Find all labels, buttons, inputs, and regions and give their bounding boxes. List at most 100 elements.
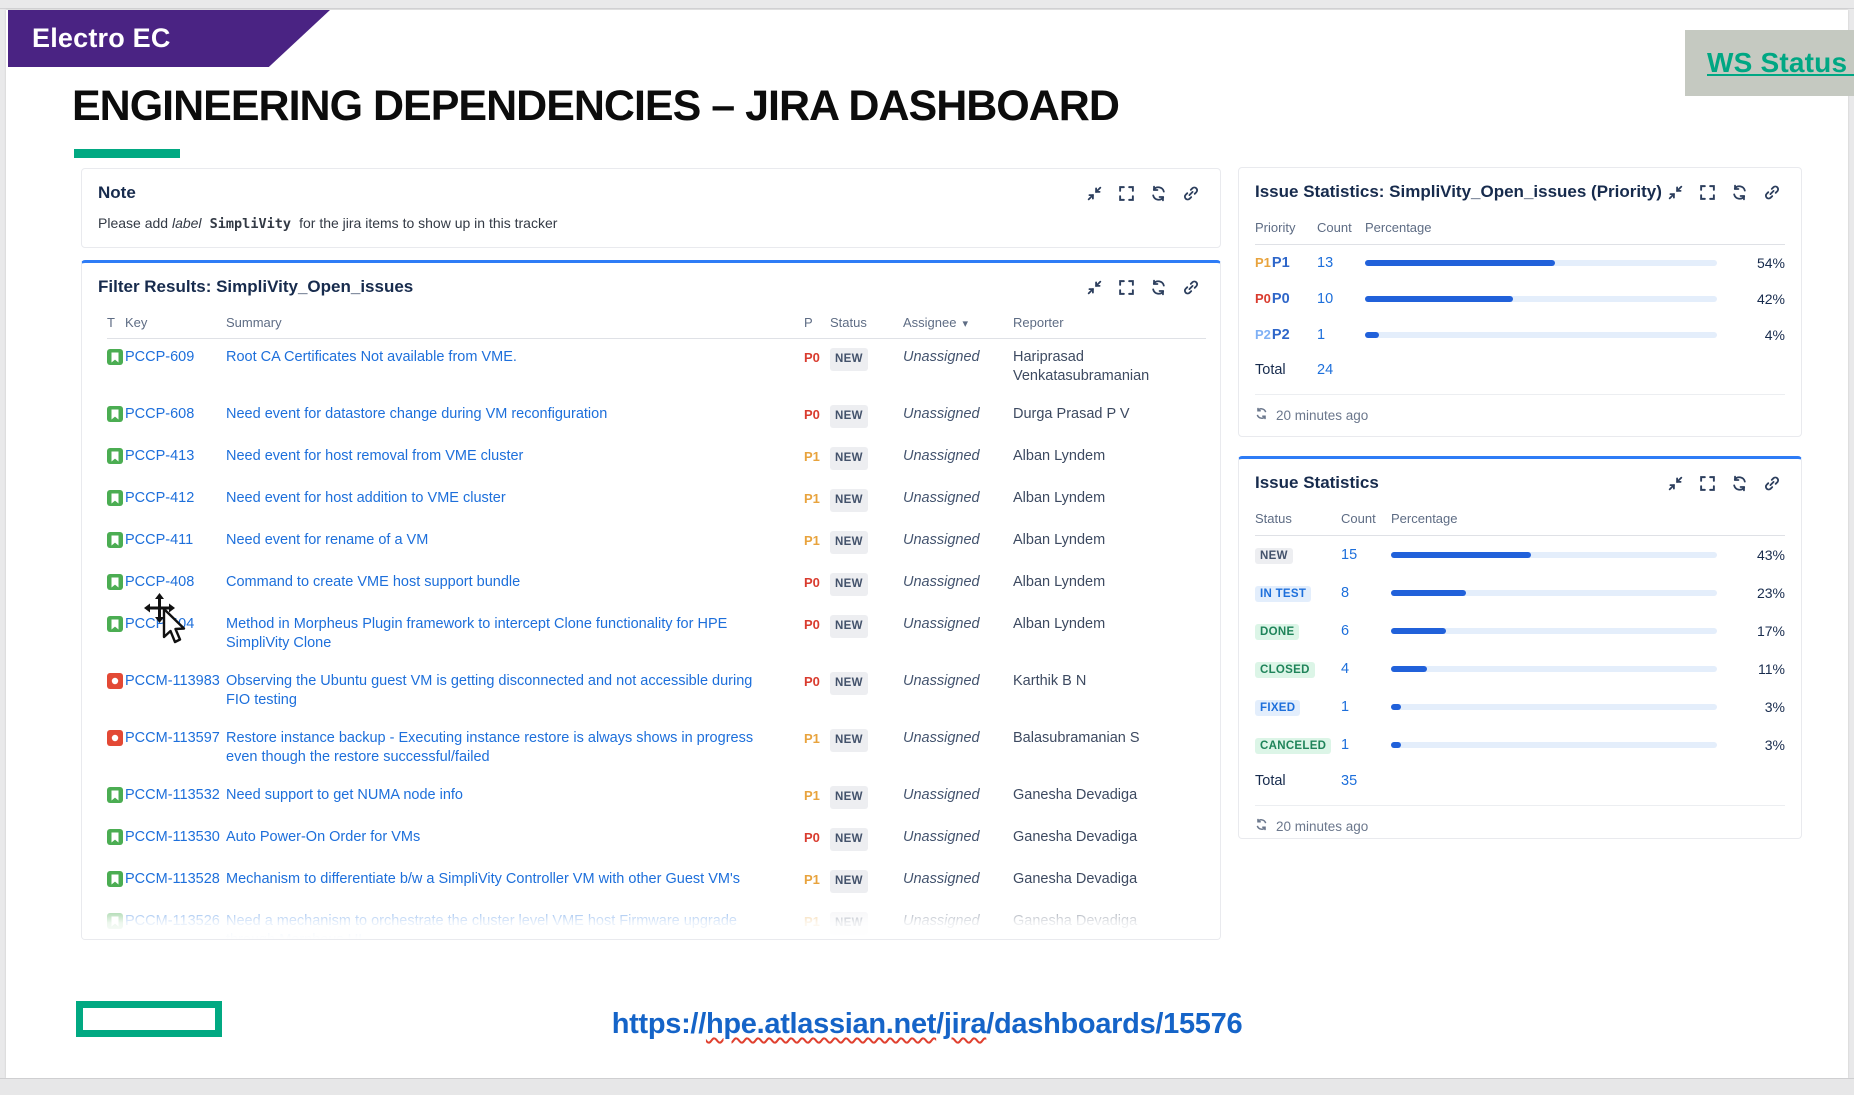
table-row: PCCP-411 Need event for rename of a VM P1 N… [107,522,1206,564]
refresh-icon[interactable] [1731,475,1748,492]
issue-key-link[interactable]: PCCP-609 [125,349,195,365]
issue-key-link[interactable]: PCCP-608 [125,406,195,422]
issue-type-story-icon[interactable] [107,490,123,506]
maximize-icon[interactable] [1118,279,1135,296]
link-icon[interactable] [1763,184,1781,201]
issue-key-link[interactable]: PCCM-113528 [125,871,220,887]
issue-summary-link[interactable]: Restore instance backup - Executing inst… [226,730,754,765]
table-row: PCCP-413 Need event for host removal from… [107,438,1206,480]
priority-name[interactable]: P2 [1271,327,1290,343]
dashboard-url[interactable]: https://hpe.atlassian.net/jira/dashboard… [611,1008,1243,1040]
issue-type-story-icon[interactable] [107,829,123,845]
note-text-prefix: Please add [98,215,172,231]
status-badge: NEW [830,870,868,893]
minimize-icon[interactable] [1086,185,1103,202]
issue-type-bug-icon[interactable] [107,673,123,689]
issue-type-story-icon[interactable] [107,406,123,422]
refresh-icon[interactable] [1150,185,1167,202]
issue-summary-link[interactable]: Mechanism to differentiate b/w a SimpliV… [226,871,740,887]
ws-status-link-box: WS Status P [1685,30,1854,96]
issue-summary-link[interactable]: Command to create VME host support bundl… [226,574,521,590]
status-count[interactable]: 4 [1341,661,1350,677]
maximize-icon[interactable] [1699,475,1716,492]
status-count[interactable]: 8 [1341,585,1350,601]
status-stats-header: Status Count Percentage [1255,503,1785,536]
issue-key-link[interactable]: PCCM-113532 [125,787,220,803]
refresh-icon [1255,407,1268,423]
priority-count[interactable]: 10 [1317,291,1334,307]
priority-name[interactable]: P0 [1271,291,1290,307]
hpe-logo [76,1001,222,1037]
issue-summary-link[interactable]: Need event for host removal from VME clu… [226,448,524,464]
issue-type-story-icon[interactable] [107,913,123,929]
issue-summary-link[interactable]: Root CA Certificates Not available from … [226,349,517,365]
table-row: PCCM-113532 Need support to get NUMA node… [107,777,1206,819]
issue-summary-link[interactable]: Need event for host addition to VME clus… [226,490,506,506]
priority-total-count[interactable]: 24 [1317,362,1334,378]
col-assignee[interactable]: Assignee ▾ [903,315,969,330]
issue-type-story-icon[interactable] [107,532,123,548]
status-total-count[interactable]: 35 [1341,773,1358,789]
status-badge: NEW [830,828,868,851]
assignee-text: Unassigned [903,532,980,548]
maximize-icon[interactable] [1118,185,1135,202]
maximize-icon[interactable] [1699,184,1716,201]
issue-key-link[interactable]: PCCM-113530 [125,829,220,845]
issue-type-story-icon[interactable] [107,787,123,803]
priority-count[interactable]: 1 [1317,327,1326,343]
priority-label: P1 [804,731,820,746]
issue-key-link[interactable]: PCCP-413 [125,448,195,464]
status-count[interactable]: 6 [1341,623,1350,639]
issue-summary-link[interactable]: Observing the Ubuntu guest VM is getting… [226,673,753,708]
issue-key-link[interactable]: PCCP-411 [125,532,194,548]
refresh-icon[interactable] [1731,184,1748,201]
link-icon[interactable] [1763,475,1781,492]
issue-summary-link[interactable]: Auto Power-On Order for VMs [226,829,421,845]
issue-type-story-icon[interactable] [107,574,123,590]
issue-key-link[interactable]: PCCP-412 [125,490,195,506]
status-badge[interactable]: DONE [1255,624,1300,640]
issue-summary-link[interactable]: Method in Morpheus Plugin framework to i… [226,616,728,651]
status-count[interactable]: 15 [1341,547,1358,563]
issue-summary-link[interactable]: Need event for rename of a VM [226,532,429,548]
issue-summary-link[interactable]: Need event for datastore change during V… [226,406,608,422]
status-badge[interactable]: NEW [1255,548,1293,564]
status-badge[interactable]: IN TEST [1255,586,1312,602]
status-badge[interactable]: CLOSED [1255,662,1315,678]
status-badge[interactable]: FIXED [1255,700,1301,716]
minimize-icon[interactable] [1667,184,1684,201]
ws-status-link[interactable]: WS Status P [1707,47,1854,78]
issue-type-story-icon[interactable] [107,871,123,887]
status-badge[interactable]: CANCELED [1255,738,1332,754]
issue-type-story-icon[interactable] [107,448,123,464]
col-status: Status [830,315,867,330]
green-accent-bar [74,149,180,158]
reporter-text: Alban Lyndem [1013,490,1106,506]
priority-count[interactable]: 13 [1317,255,1334,271]
minimize-icon[interactable] [1086,279,1103,296]
table-row: PCCM-113597 Restore instance backup - Exe… [107,720,1206,777]
percentage-bar [1391,628,1717,634]
issue-type-bug-icon[interactable] [107,730,123,746]
link-icon[interactable] [1182,279,1200,296]
issue-key-link[interactable]: PCCP-408 [125,574,195,590]
issue-summary-link[interactable]: Need support to get NUMA node info [226,787,463,803]
assignee-text: Unassigned [903,616,980,632]
issue-summary-link[interactable]: Need a mechanism to orchestrate the clus… [226,913,737,940]
priority-label: P1 [804,914,820,929]
refresh-icon[interactable] [1150,279,1167,296]
status-count[interactable]: 1 [1341,737,1350,753]
issue-key-link[interactable]: PCCM-113983 [125,673,220,689]
issue-key-link[interactable]: PCCP-404 [125,616,195,632]
link-icon[interactable] [1182,185,1200,202]
status-count[interactable]: 1 [1341,699,1350,715]
issue-statistics-status-gadget: Issue Statistics Status Count Percentage… [1238,456,1802,839]
minimize-icon[interactable] [1667,475,1684,492]
priority-name[interactable]: P1 [1271,255,1290,271]
issue-key-link[interactable]: PCCM-113526 [125,913,220,929]
issue-type-story-icon[interactable] [107,616,123,632]
reporter-text: Alban Lyndem [1013,574,1106,590]
issue-type-story-icon[interactable] [107,349,123,365]
issue-key-link[interactable]: PCCM-113597 [125,730,220,746]
reporter-text: Alban Lyndem [1013,448,1106,464]
